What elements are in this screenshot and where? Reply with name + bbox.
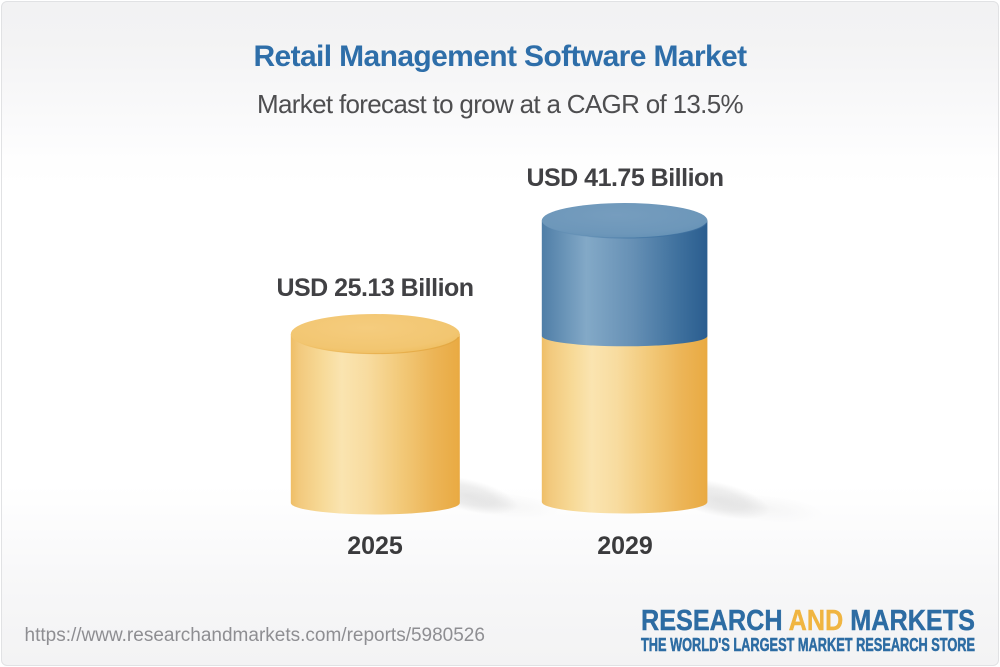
svg-text:THE WORLD'S LARGEST MARKET RES: THE WORLD'S LARGEST MARKET RESEARCH STOR… <box>641 635 975 655</box>
svg-text:RESEARCH AND MARKETS: RESEARCH AND MARKETS <box>641 605 975 637</box>
